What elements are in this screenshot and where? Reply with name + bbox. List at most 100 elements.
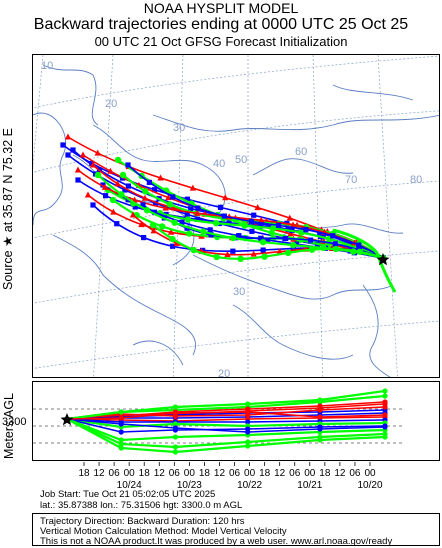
- map-trajectory-marker: [107, 167, 114, 174]
- profile-trajectory-line: [66, 417, 386, 442]
- map-trajectory-marker: [122, 187, 128, 193]
- map-trajectory-marker: [184, 216, 192, 223]
- map-trajectory-marker: [258, 235, 264, 241]
- map-trajectory-marker: [184, 225, 190, 231]
- map-trajectory-marker: [179, 219, 185, 225]
- map-trajectory-marker: [171, 219, 178, 226]
- map-trajectory-marker: [241, 222, 248, 229]
- profile-trajectory-marker: [382, 393, 388, 399]
- map-trajectory-marker: [60, 142, 66, 148]
- grid-label: 60: [295, 146, 307, 158]
- date-label: 10/23: [177, 480, 202, 491]
- source-label-container: Source ★ at 35.87 N 75.32 E: [0, 52, 20, 374]
- profile-trajectory-marker: [317, 397, 323, 403]
- map-trajectory-marker: [261, 253, 268, 260]
- time-tick-label: 06: [289, 468, 301, 479]
- profile-trajectory-marker: [118, 441, 124, 447]
- agl-axis-label-container: Meters AGL: [0, 381, 20, 461]
- profile-trajectory-marker: [172, 425, 179, 431]
- map-trajectory-marker: [149, 221, 157, 229]
- map-trajectory-line: [127, 164, 384, 259]
- profile-trajectory-line: [66, 409, 386, 420]
- time-tick-label: 18: [319, 468, 331, 479]
- map-trajectory-marker: [289, 221, 297, 228]
- time-tick-label: 18: [78, 468, 90, 479]
- map-trajectory-marker: [186, 230, 193, 237]
- profile-trajectory-marker: [245, 401, 251, 407]
- source-star-icon: [376, 253, 390, 266]
- map-trajectory-marker: [152, 200, 159, 206]
- profile-trajectory-marker: [317, 414, 323, 420]
- start-level-label: 3300: [2, 416, 27, 428]
- time-tick-label: 18: [139, 468, 151, 479]
- trajectory-map: 10 20 30 40 50 60 70 80 30 20: [32, 54, 440, 378]
- map-trajectories: [60, 133, 397, 293]
- map-trajectory-marker: [173, 239, 180, 246]
- source-label: Source ★ at 35.87 N 75.32 E: [1, 128, 15, 290]
- map-trajectory-marker: [162, 204, 169, 211]
- map-trajectory-marker: [150, 227, 157, 234]
- map-trajectory-marker: [169, 235, 176, 243]
- map-trajectory-marker: [226, 220, 232, 226]
- map-trajectory-marker: [190, 246, 197, 254]
- grid-label: 40: [213, 158, 225, 170]
- profile-trajectory-marker: [172, 444, 179, 450]
- map-trajectory-marker: [189, 184, 197, 191]
- map-trajectory-marker: [290, 241, 297, 249]
- map-trajectory-marker: [330, 233, 336, 239]
- job-start: Job Start: Tue Oct 21 05:02:05 UTC 2025: [40, 489, 216, 500]
- date-label: 10/20: [357, 480, 382, 491]
- map-trajectory-marker: [194, 216, 201, 222]
- time-tick-label: 18: [259, 468, 271, 479]
- profile-trajectory-line: [66, 417, 386, 429]
- map-trajectory-marker: [188, 205, 194, 212]
- trajectory-direction: Trajectory Direction: Backward Duration:…: [40, 516, 245, 527]
- grid-labels: 10 20 30 40 50 60 70 80 30 20: [41, 60, 422, 377]
- map-trajectory-marker: [165, 194, 172, 201]
- vertical-profile-panel: [32, 381, 440, 461]
- map-trajectory-marker: [114, 156, 122, 164]
- grid-label: 50: [235, 154, 247, 166]
- profile-trajectory-line: [66, 389, 386, 421]
- map-trajectory-marker: [142, 188, 149, 195]
- profile-trajectory-marker: [382, 404, 388, 410]
- map-trajectory-marker: [308, 246, 316, 253]
- map-trajectory-marker: [221, 213, 227, 219]
- time-tick-label: 00: [124, 468, 136, 479]
- grid-label: 70: [345, 174, 357, 186]
- map-trajectory-marker: [195, 205, 201, 211]
- date-label: 10/21: [297, 480, 322, 491]
- map-trajectory-marker: [90, 202, 96, 208]
- map-trajectory-marker: [290, 245, 296, 252]
- map-trajectory-marker: [94, 149, 101, 156]
- date-label: 10/22: [237, 480, 262, 491]
- profile-trajectory-marker: [245, 439, 251, 445]
- time-tick-label: 00: [244, 468, 256, 479]
- profile-trajectory-marker: [382, 424, 388, 430]
- map-trajectory-marker: [140, 202, 146, 208]
- map-trajectory-marker: [293, 241, 300, 247]
- map-trajectory-marker: [170, 243, 176, 249]
- map-trajectory-line: [332, 228, 397, 293]
- map-trajectory-marker: [141, 234, 147, 241]
- time-tick-label: 06: [349, 468, 361, 479]
- map-trajectory-marker: [129, 211, 137, 218]
- map-trajectory-marker: [250, 250, 257, 257]
- map-trajectory-marker: [84, 191, 92, 198]
- profile-trajectory-line: [66, 406, 386, 420]
- map-trajectory-marker: [283, 235, 289, 242]
- map-trajectory-marker: [303, 227, 309, 233]
- map-trajectory-marker: [146, 179, 152, 185]
- map-trajectory-marker: [114, 180, 121, 187]
- time-tick-label: 18: [199, 468, 211, 479]
- date-label: 10/24: [117, 480, 142, 491]
- time-tick-label: 12: [93, 468, 105, 479]
- map-trajectory-marker: [109, 196, 117, 204]
- time-tick-label: 12: [334, 468, 346, 479]
- time-axis: 18 12 06 00 18 12 06 00 18 12 06 00 18 12 06 00 18 12 06 00…: [32, 462, 440, 492]
- map-trajectory-marker: [249, 228, 255, 234]
- profile-trajectory-marker: [245, 419, 251, 425]
- profile-trajectory-marker: [118, 421, 124, 427]
- map-trajectory-line: [97, 174, 384, 260]
- map-trajectory-marker: [70, 147, 76, 153]
